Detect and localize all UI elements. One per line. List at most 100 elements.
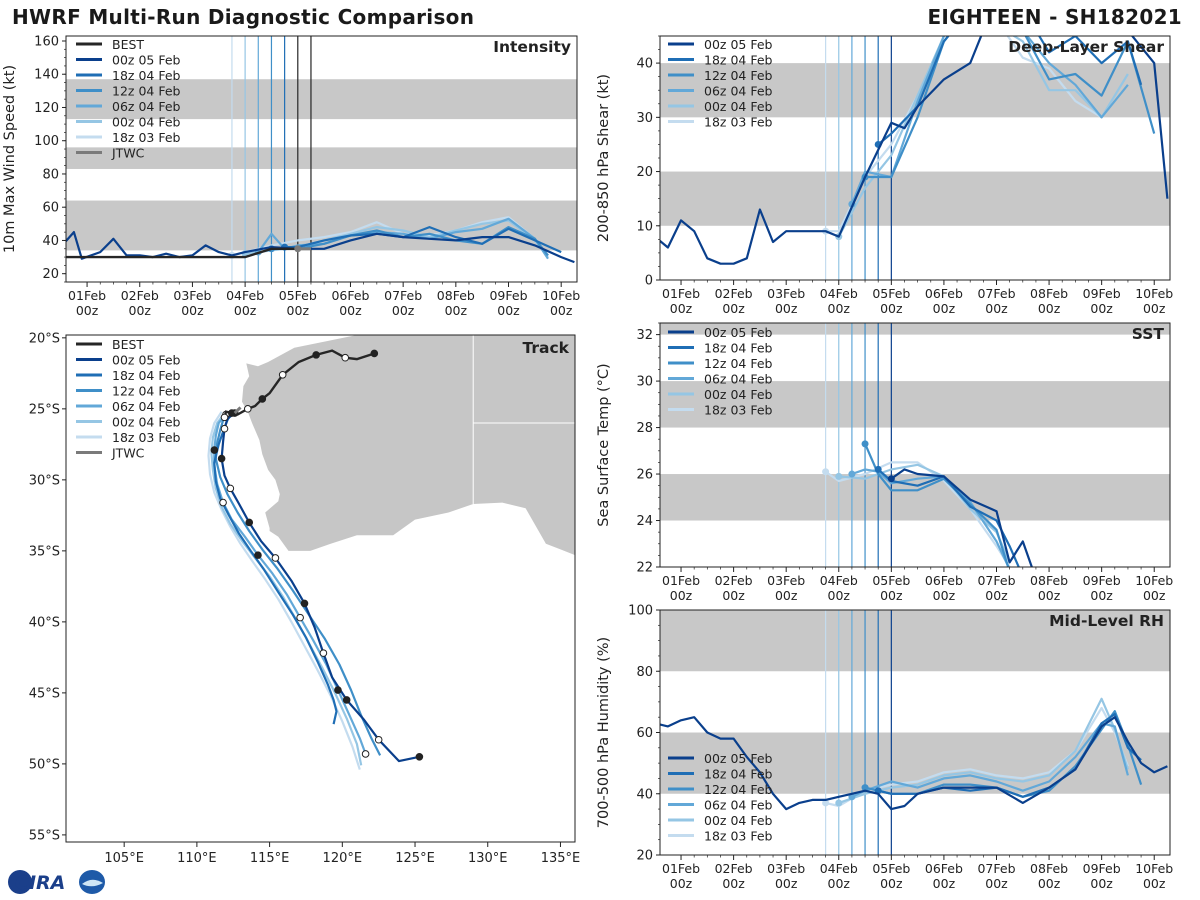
legend-label: 18z 03 Feb — [704, 403, 773, 418]
legend-label: BEST — [112, 337, 144, 352]
init-lines — [825, 36, 892, 280]
y-axis: 0 10 20 30 40 200-850 hPa Shear (kt) — [596, 35, 660, 289]
x-tick-hour: 00z — [76, 303, 99, 318]
y-axis-label: 10m Max Wind Speed (kt) — [2, 65, 18, 253]
series-start-point — [638, 717, 645, 724]
x-tick-hour: 00z — [985, 876, 1008, 891]
track-position-marker — [219, 498, 227, 507]
y-tick-label: 30 — [636, 375, 653, 390]
init-lines — [825, 323, 892, 567]
x-tick-hour: 00z — [985, 588, 1008, 603]
y-axis: 22 24 26 28 30 32 Sea Surface Temp (°C) — [596, 322, 660, 576]
track-position-marker — [300, 599, 309, 608]
y-axis-label: 200-850 hPa Shear (kt) — [596, 74, 612, 242]
panel-title: Track — [523, 339, 570, 357]
legend-label: 12z 04 Feb — [704, 356, 773, 371]
panel-title: Intensity — [493, 38, 571, 56]
y-tick-label: 0 — [645, 274, 653, 289]
series-start-point — [835, 472, 843, 480]
y-tick-label: 120 — [34, 101, 59, 116]
x-tick-day: 08Feb — [1030, 286, 1068, 301]
track-position-marker — [210, 446, 219, 454]
series-lines — [638, 36, 1169, 265]
x-tick-day: 09Feb — [1083, 286, 1121, 301]
x-tick-hour: 00z — [287, 303, 310, 318]
x-axis: 01Feb00z02Feb00z03Feb00z04Feb00z05Feb00z… — [662, 280, 1173, 316]
series-start-point — [822, 468, 830, 476]
track-position-marker — [319, 649, 328, 657]
shade-band — [66, 79, 577, 120]
legend-label: 18z 03 Feb — [112, 130, 181, 145]
legend-label: JTWC — [111, 146, 145, 161]
lon-tick-label: 110°E — [177, 851, 217, 866]
track-position-marker — [296, 613, 304, 622]
series-line — [66, 231, 575, 264]
track-position-marker — [217, 454, 226, 463]
series-start-point — [638, 184, 645, 191]
x-tick-hour: 00z — [828, 876, 851, 891]
shade-band — [660, 474, 1170, 521]
x-tick-hour: 00z — [880, 876, 903, 891]
y-tick-label: 40 — [636, 787, 653, 802]
legend-label: 06z 04 Feb — [112, 399, 181, 414]
series-line — [824, 461, 1011, 567]
australia-landmass — [242, 335, 575, 556]
series-start-point — [861, 784, 869, 792]
legend-label: 18z 03 Feb — [704, 829, 773, 844]
legend-label: 18z 04 Feb — [704, 53, 773, 68]
legend-label: JTWC — [111, 446, 145, 461]
series-line — [660, 716, 1168, 811]
x-tick-day: 08Feb — [437, 288, 475, 303]
x-tick-hour: 00z — [722, 301, 745, 316]
x-tick-day: 06Feb — [925, 573, 963, 588]
y-tick-label: 22 — [636, 561, 653, 576]
lon-tick-label: 130°E — [468, 851, 508, 866]
x-tick-day: 03Feb — [767, 573, 805, 588]
x-tick-hour: 00z — [670, 876, 693, 891]
track-line — [213, 412, 338, 725]
series-line — [864, 443, 1010, 567]
x-tick-day: 08Feb — [1030, 573, 1068, 588]
x-tick-hour: 00z — [1038, 876, 1061, 891]
x-tick-day: 10Feb — [1135, 573, 1173, 588]
legend-label: 00z 05 Feb — [704, 37, 773, 52]
x-tick-day: 04Feb — [226, 288, 264, 303]
x-tick-day: 06Feb — [925, 861, 963, 876]
figure-title: HWRF Multi-Run Diagnostic Comparison — [12, 5, 475, 29]
x-tick-day: 03Feb — [767, 861, 805, 876]
series-lines — [638, 697, 1168, 811]
x-tick-hour: 00z — [775, 301, 798, 316]
y-axis-label: 700-500 hPa Humidity (%) — [596, 637, 612, 828]
track-lines — [207, 349, 424, 770]
track-position-marker — [271, 554, 280, 562]
legend-label: 18z 04 Feb — [704, 767, 773, 782]
y-tick-label: 80 — [42, 167, 59, 182]
legend-label: 00z 05 Feb — [704, 751, 773, 766]
legend-label: 00z 04 Feb — [112, 415, 181, 430]
y-axis: 20 40 60 80 100 700-500 hPa Humidity (%) — [596, 604, 660, 864]
x-tick-hour: 00z — [722, 876, 745, 891]
legend-label: 12z 04 Feb — [112, 384, 181, 399]
series-start-point — [887, 475, 895, 483]
lon-tick-label: 120°E — [323, 851, 363, 866]
x-tick-day: 05Feb — [872, 861, 910, 876]
init-lines — [825, 610, 892, 855]
y-tick-label: 24 — [636, 514, 653, 529]
shade-band — [660, 323, 1170, 335]
x-tick-day: 01Feb — [662, 861, 700, 876]
x-tick-day: 01Feb — [662, 573, 700, 588]
legend-label: 18z 03 Feb — [112, 430, 181, 445]
plot-frame — [65, 334, 576, 843]
lon-tick-label: 115°E — [250, 851, 290, 866]
x-tick-day: 01Feb — [68, 288, 106, 303]
series-line — [877, 36, 1143, 146]
legend-label: 18z 04 Feb — [112, 68, 181, 83]
x-tick-hour: 00z — [1038, 588, 1061, 603]
series-line — [865, 36, 1156, 179]
x-tick-day: 07Feb — [977, 861, 1015, 876]
